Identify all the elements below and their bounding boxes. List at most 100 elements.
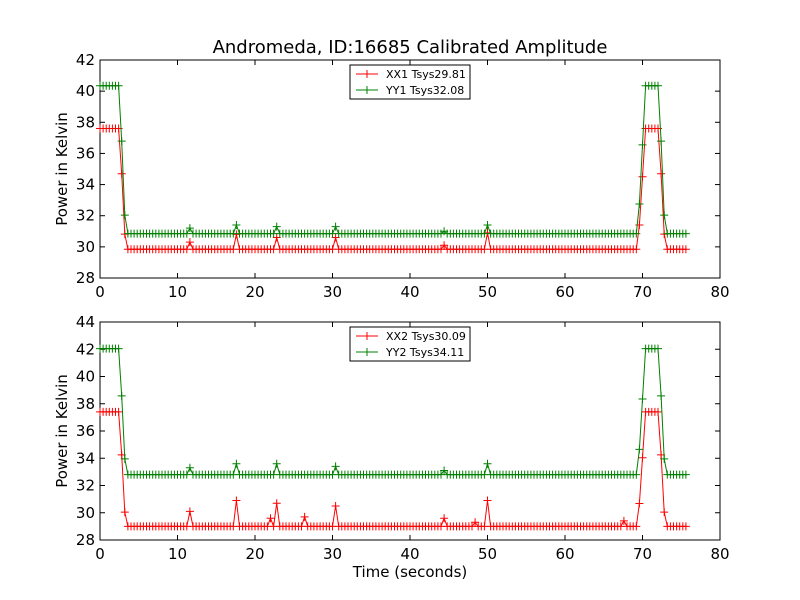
data-point-marker: [632, 522, 641, 531]
legend: XX1 Tsys29.81 YY1 Tsys32.08: [349, 64, 471, 100]
data-point-marker: [654, 407, 662, 416]
top-subplot: 0 10 20 30 40 50 60 70 80 28 30 32 34 36 38 40 42 Power i…: [53, 51, 730, 301]
y-axis-title: Power in Kelvin: [53, 374, 71, 488]
data-point-marker: [185, 463, 194, 472]
x-tick-label: 40: [400, 545, 419, 563]
y-axis-title: Power in Kelvin: [53, 112, 71, 226]
series-xx1: [96, 124, 690, 254]
y-tick-label: 34: [76, 449, 95, 467]
data-point-marker: [114, 407, 123, 416]
legend-marker: [363, 348, 371, 356]
data-point-marker: [660, 454, 669, 463]
data-point-marker: [638, 453, 647, 462]
x-tick-label: 80: [710, 283, 729, 301]
legend-box: [349, 326, 471, 362]
legend-label: XX2 Tsys30.09: [386, 330, 466, 343]
data-point-marker: [657, 137, 666, 146]
legend-marker: [363, 86, 371, 94]
data-point-marker: [681, 470, 690, 479]
data-point-marker: [331, 462, 340, 471]
data-point-marker: [232, 496, 241, 505]
y-tick-label: 42: [76, 340, 95, 358]
y-tick-label: 28: [76, 531, 95, 549]
x-tick-label: 70: [633, 545, 652, 563]
legend: XX2 Tsys30.09 YY2 Tsys34.11: [349, 326, 471, 362]
y-tick-label: 32: [76, 477, 95, 495]
legend-box: [349, 64, 471, 100]
data-point-marker: [117, 169, 126, 178]
data-point-marker: [635, 499, 644, 508]
data-point-marker: [272, 222, 281, 231]
figure-title: Andromeda, ID:16685 Calibrated Amplitude: [213, 37, 608, 58]
x-tick-label: 30: [323, 283, 342, 301]
data-point-marker: [185, 507, 194, 516]
x-tick-label: 20: [245, 545, 264, 563]
y-tick-label: 30: [76, 238, 95, 256]
x-axis-title: Time (seconds): [352, 563, 468, 581]
y-tick-label: 36: [76, 144, 95, 162]
y-tick-label: 34: [76, 176, 95, 194]
data-point-marker: [117, 137, 126, 146]
x-tick-label: 60: [555, 545, 574, 563]
data-point-marker: [619, 516, 628, 525]
data-point-marker: [120, 211, 129, 220]
data-point-marker: [660, 508, 669, 517]
series-yy1: [96, 81, 690, 238]
x-tick-label: 30: [323, 545, 342, 563]
bottom-subplot: 0 10 20 30 40 50 60 70 80 28 30 32 34 36 38 40 42 44 Power…: [53, 313, 730, 563]
x-tick-label: 40: [400, 283, 419, 301]
y-tick-label: 40: [76, 82, 95, 100]
data-point-marker: [272, 499, 281, 508]
data-point-marker: [120, 454, 129, 463]
data-point-marker: [635, 200, 644, 209]
data-point-marker: [483, 496, 492, 505]
data-point-marker: [632, 245, 641, 254]
y-tick-label: 42: [76, 51, 95, 69]
y-tick-label: 32: [76, 207, 95, 225]
data-point-marker: [638, 140, 647, 149]
data-point-marker: [117, 391, 126, 400]
data-point-marker: [483, 459, 492, 468]
data-point-marker: [185, 238, 194, 247]
series-xx2: [96, 407, 690, 531]
data-point-marker: [114, 81, 123, 90]
y-tick-label: 40: [76, 368, 95, 386]
x-tick-label: 50: [478, 283, 497, 301]
data-point-marker: [120, 508, 129, 517]
x-tick-label: 20: [245, 283, 264, 301]
legend-label: XX1 Tsys29.81: [386, 68, 466, 81]
data-point-marker: [232, 459, 241, 468]
data-point-marker: [635, 445, 644, 454]
data-point-marker: [483, 221, 492, 230]
x-tick-label: 0: [95, 283, 105, 301]
x-tick-label: 10: [168, 545, 187, 563]
legend-label: YY2 Tsys34.11: [385, 346, 464, 359]
x-tick-label: 60: [555, 283, 574, 301]
x-tick-label: 50: [478, 545, 497, 563]
data-point-marker: [272, 459, 281, 468]
data-point-marker: [266, 514, 275, 523]
data-point-marker: [681, 522, 690, 531]
data-point-marker: [331, 222, 340, 231]
data-point-marker: [654, 81, 662, 90]
data-point-marker: [440, 514, 449, 523]
data-point-marker: [657, 391, 666, 400]
data-point-marker: [632, 229, 641, 238]
data-point-marker: [654, 344, 662, 353]
data-point-marker: [232, 221, 241, 230]
legend-marker: [363, 70, 371, 78]
data-point-marker: [300, 512, 309, 521]
data-point-marker: [660, 211, 669, 220]
data-point-marker: [638, 172, 647, 181]
data-point-marker: [681, 245, 690, 254]
legend-marker: [363, 332, 371, 340]
x-tick-label: 10: [168, 283, 187, 301]
x-tick-label: 80: [710, 545, 729, 563]
y-tick-label: 28: [76, 269, 95, 287]
data-point-marker: [657, 169, 666, 178]
y-tick-label: 38: [76, 113, 95, 131]
data-point-marker: [632, 470, 641, 479]
data-point-marker: [185, 224, 194, 233]
y-tick-label: 36: [76, 422, 95, 440]
x-tick-label: 0: [95, 545, 105, 563]
